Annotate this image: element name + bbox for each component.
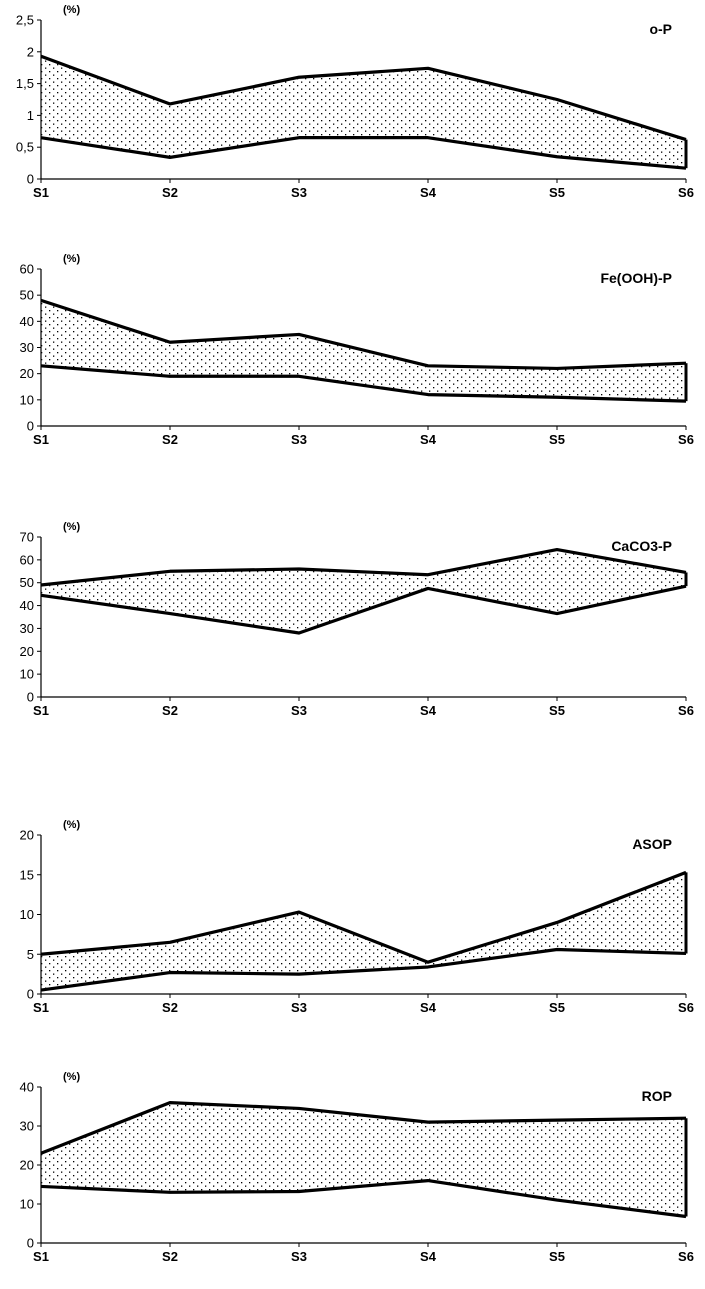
y-tick-label: 20 <box>20 1158 34 1173</box>
x-tick-label: S1 <box>33 432 49 447</box>
upper-series-line <box>40 54 687 142</box>
y-tick-label: 0 <box>27 690 34 705</box>
y-tick-label: 30 <box>20 1119 34 1134</box>
upper-series-line <box>40 298 687 371</box>
x-tick-label: S5 <box>549 432 565 447</box>
lower-series-line <box>40 136 687 170</box>
y-tick-label: 60 <box>20 262 34 277</box>
chart-panel: 0 10 20 30 40 S1 S2 S3 S4 S5 S6 (%) ROP <box>0 1055 705 1280</box>
lower-series-line <box>40 947 687 992</box>
y-tick-label: 50 <box>20 288 34 303</box>
unit-label: (%) <box>63 819 80 831</box>
unit-label: (%) <box>63 253 80 265</box>
y-tick-label: 1 <box>27 108 34 123</box>
chart-svg: 0 10 20 30 40 50 60 S1 S2 S3 S4 S5 S6 (%) Fe(OOH)-P <box>20 253 694 447</box>
x-tick-label: S4 <box>420 185 437 200</box>
x-tick-label: S5 <box>549 703 565 718</box>
chart-title: CaCO3-P <box>611 538 672 554</box>
band-fill <box>41 549 686 633</box>
lower-series-line <box>40 584 687 635</box>
y-tick-label: 0,5 <box>16 140 34 155</box>
x-tick-label: S6 <box>678 432 694 447</box>
chart-svg: 0 5 10 15 20 S1 S2 S3 S4 S5 S6 (%) ASOP <box>20 819 694 1015</box>
y-tick-label: 30 <box>20 340 34 355</box>
x-tick-label: S2 <box>162 432 178 447</box>
x-tick-label: S3 <box>291 432 307 447</box>
y-tick-label: 0 <box>27 987 34 1002</box>
upper-series-line <box>40 547 687 587</box>
y-tick-label: 0 <box>27 1236 34 1251</box>
x-tick-label: S3 <box>291 703 307 718</box>
x-tick-label: S6 <box>678 1249 694 1264</box>
chart-svg: 0 10 20 30 40 S1 S2 S3 S4 S5 S6 (%) ROP <box>20 1071 694 1264</box>
x-tick-label: S1 <box>33 185 49 200</box>
x-tick-label: S2 <box>162 185 178 200</box>
band-fill <box>41 872 686 991</box>
y-tick-label: 10 <box>20 392 34 407</box>
x-tick-label: S2 <box>162 1000 178 1015</box>
chart-svg: 0 0,5 1 1,5 2 2,5 S1 S2 S3 S4 S5 S6 (%) o-P <box>16 4 694 200</box>
y-tick-label: 0 <box>27 419 34 434</box>
unit-label: (%) <box>63 1071 80 1083</box>
x-tick-label: S4 <box>420 1249 437 1264</box>
lower-series-line <box>40 1178 687 1219</box>
y-tick-label: 60 <box>20 552 34 567</box>
chart-panel: 0 5 10 15 20 S1 S2 S3 S4 S5 S6 (%) ASOP <box>0 815 705 1025</box>
chart-panel: 0 10 20 30 40 50 60 S1 S2 S3 S4 S5 S6 (%) Fe(OOH)-P <box>0 246 705 456</box>
chart-title: ASOP <box>632 836 672 852</box>
y-tick-label: 10 <box>20 907 34 922</box>
x-tick-label: S2 <box>162 703 178 718</box>
x-tick-label: S6 <box>678 185 694 200</box>
y-tick-label: 50 <box>20 575 34 590</box>
unit-label: (%) <box>63 4 80 16</box>
y-tick-label: 20 <box>20 828 34 843</box>
y-tick-label: 0 <box>27 172 34 187</box>
y-tick-label: 2 <box>27 44 34 59</box>
x-tick-label: S6 <box>678 703 694 718</box>
y-tick-label: 40 <box>20 1080 34 1095</box>
chart-title: o-P <box>649 21 672 37</box>
x-tick-label: S4 <box>420 432 437 447</box>
x-tick-label: S5 <box>549 1249 565 1264</box>
x-tick-label: S3 <box>291 185 307 200</box>
x-tick-label: S6 <box>678 1000 694 1015</box>
y-tick-label: 20 <box>20 366 34 381</box>
x-tick-label: S1 <box>33 1249 49 1264</box>
band-fill <box>41 56 686 169</box>
x-tick-label: S5 <box>549 1000 565 1015</box>
x-tick-label: S1 <box>33 703 49 718</box>
y-tick-label: 10 <box>20 667 34 682</box>
y-tick-label: 15 <box>20 867 34 882</box>
x-tick-label: S5 <box>549 185 565 200</box>
y-tick-label: 30 <box>20 621 34 636</box>
lower-series-line <box>40 364 687 403</box>
y-tick-label: 5 <box>27 947 34 962</box>
unit-label: (%) <box>63 521 80 533</box>
x-tick-label: S3 <box>291 1000 307 1015</box>
y-tick-label: 10 <box>20 1197 34 1212</box>
y-tick-label: 40 <box>20 314 34 329</box>
y-tick-label: 70 <box>20 530 34 545</box>
y-tick-label: 2,5 <box>16 13 34 28</box>
y-tick-label: 20 <box>20 644 34 659</box>
x-tick-label: S4 <box>420 1000 437 1015</box>
y-tick-label: 40 <box>20 598 34 613</box>
chart-title: Fe(OOH)-P <box>600 270 672 286</box>
chart-title: ROP <box>642 1088 672 1104</box>
chart-panel: 0 10 20 30 40 50 60 70 S1 S2 S3 S4 S5 S6 (%) CaCO3-P <box>0 500 705 718</box>
upper-series-line <box>40 1100 687 1155</box>
x-tick-label: S2 <box>162 1249 178 1264</box>
x-tick-label: S1 <box>33 1000 49 1015</box>
y-tick-label: 1,5 <box>16 76 34 91</box>
band-fill <box>41 1102 686 1217</box>
x-tick-label: S4 <box>420 703 437 718</box>
chart-svg: 0 10 20 30 40 50 60 70 S1 S2 S3 S4 S5 S6 (%) CaCO3-P <box>20 521 694 718</box>
chart-panel: 0 0,5 1 1,5 2 2,5 S1 S2 S3 S4 S5 S6 (%) o-P <box>0 0 705 206</box>
x-tick-label: S3 <box>291 1249 307 1264</box>
upper-series-line <box>40 870 687 964</box>
